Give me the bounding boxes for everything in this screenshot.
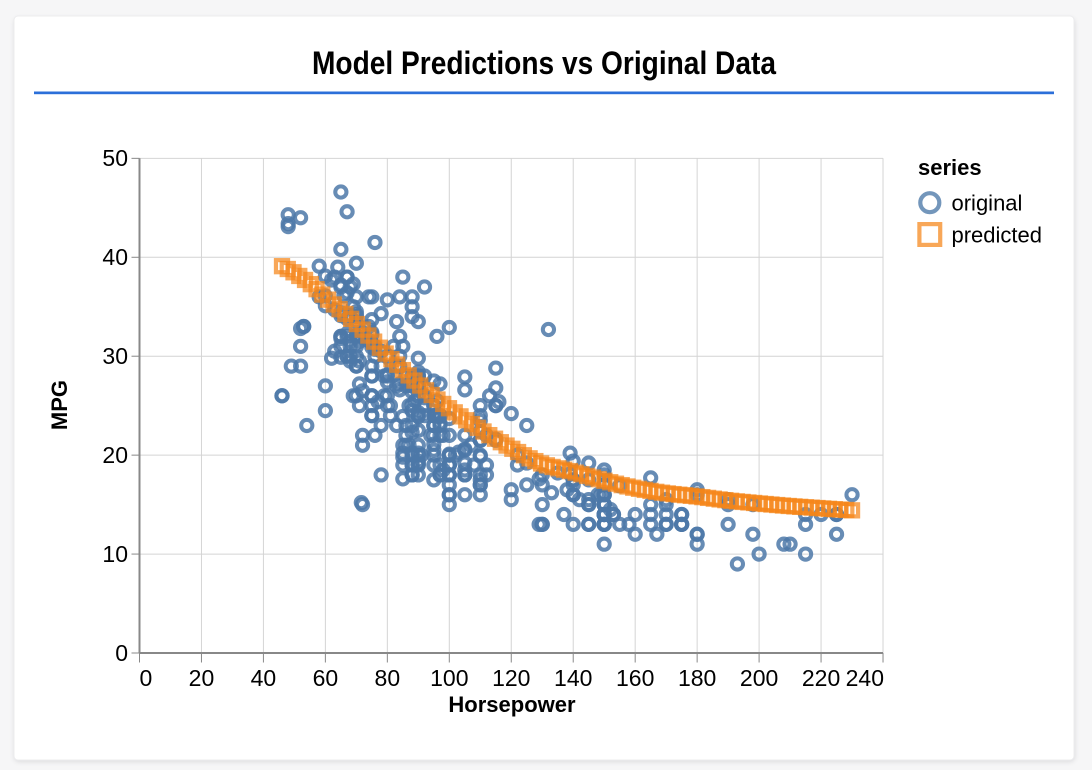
svg-text:60: 60	[313, 665, 339, 691]
svg-text:0: 0	[140, 665, 153, 691]
svg-text:160: 160	[616, 665, 654, 691]
svg-text:30: 30	[102, 343, 128, 369]
svg-text:MPG: MPG	[47, 380, 72, 430]
svg-text:40: 40	[251, 665, 277, 691]
svg-text:140: 140	[554, 665, 592, 691]
svg-text:Horsepower: Horsepower	[448, 692, 576, 717]
svg-text:original: original	[952, 191, 1023, 216]
svg-text:20: 20	[189, 665, 215, 691]
svg-text:10: 10	[102, 541, 128, 567]
svg-text:200: 200	[740, 665, 778, 691]
svg-text:predicted: predicted	[952, 222, 1043, 247]
svg-text:220: 220	[802, 665, 840, 691]
svg-text:0: 0	[115, 640, 128, 666]
svg-text:50: 50	[102, 145, 128, 171]
svg-text:80: 80	[375, 665, 401, 691]
svg-text:Model Predictions vs Original: Model Predictions vs Original Data	[312, 45, 776, 81]
svg-text:40: 40	[102, 244, 128, 270]
svg-text:20: 20	[102, 442, 128, 468]
svg-text:series: series	[918, 155, 982, 180]
svg-text:240: 240	[846, 665, 884, 691]
svg-text:120: 120	[492, 665, 530, 691]
svg-text:180: 180	[678, 665, 716, 691]
svg-text:100: 100	[430, 665, 468, 691]
